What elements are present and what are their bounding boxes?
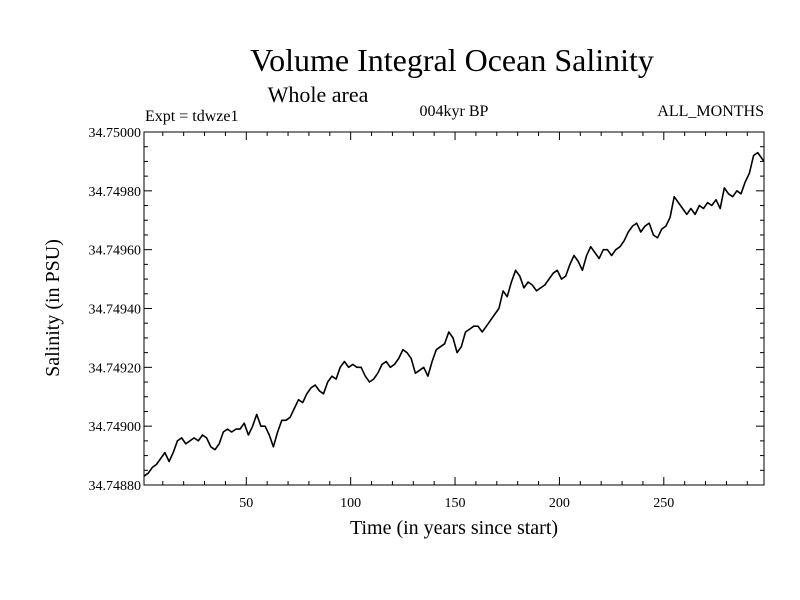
chart-subtitle: Whole area [268, 82, 369, 107]
x-tick-label: 200 [549, 496, 570, 511]
x-axis-label: Time (in years since start) [350, 517, 558, 539]
x-tick-label: 100 [340, 496, 361, 511]
x-tick-label: 50 [239, 496, 253, 511]
y-tick-label: 34.75000 [89, 126, 142, 141]
y-axis-label: Salinity (in PSU) [42, 239, 64, 377]
x-axis: 50 100 150 200 250 [162, 132, 748, 511]
y-tick-label: 34.74980 [89, 185, 142, 200]
y-tick-label: 34.74900 [89, 420, 142, 435]
months-label: ALL_MONTHS [657, 103, 764, 120]
period-label: 004kyr BP [420, 103, 489, 120]
y-tick-label: 34.74960 [89, 244, 142, 259]
chart-title: Volume Integral Ocean Salinity [250, 42, 654, 78]
experiment-label: Expt = tdwze1 [145, 108, 238, 125]
y-tick-label: 34.74880 [89, 479, 142, 494]
x-tick-label: 250 [653, 496, 674, 511]
salinity-series-line [143, 151, 765, 477]
y-tick-label: 34.74940 [89, 303, 142, 318]
y-tick-label: 34.74920 [89, 361, 142, 376]
plot-frame [143, 131, 765, 486]
x-tick-label: 150 [445, 496, 466, 511]
y-axis: 34.74880 34.74900 34.74920 34.74940 34.74960… [89, 126, 764, 494]
